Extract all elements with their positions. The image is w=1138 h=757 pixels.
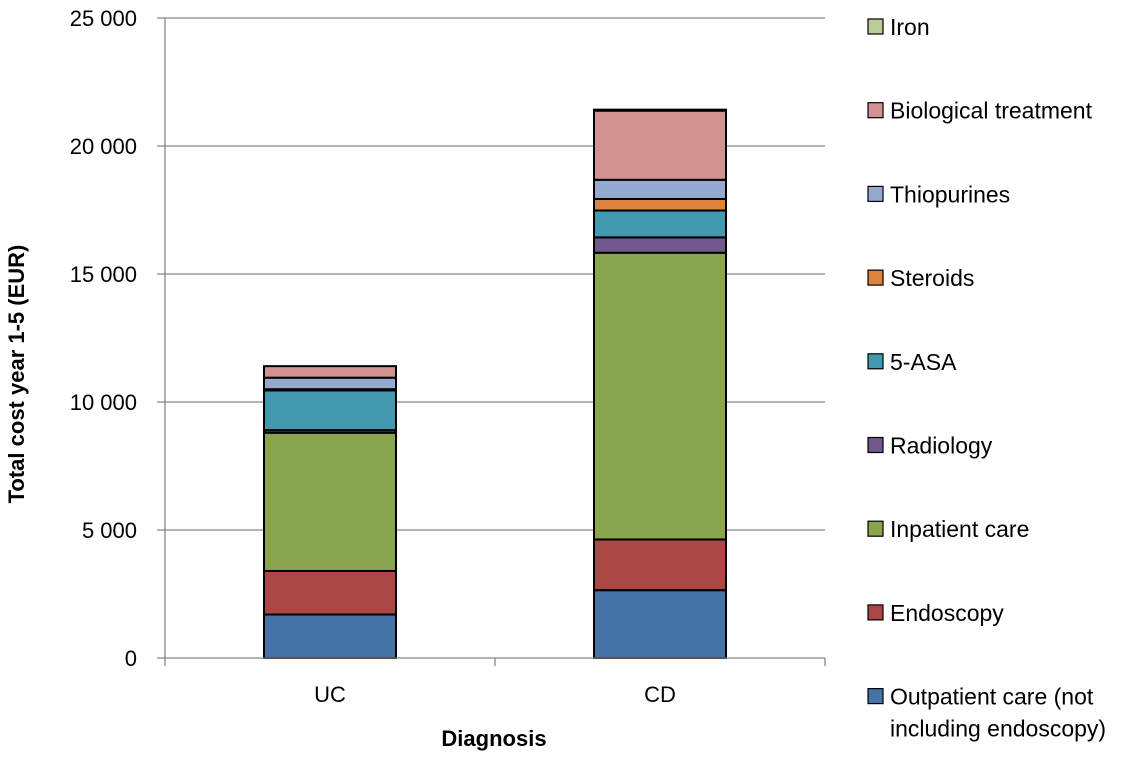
x-tick-label: UC — [314, 682, 346, 707]
legend-label: including endoscopy) — [890, 716, 1106, 742]
legend-swatch — [867, 18, 884, 35]
legend-label: Steroids — [890, 265, 974, 291]
legend-label: Inpatient care — [890, 516, 1029, 542]
legend-item-endoscopy: Endoscopy — [867, 600, 1004, 626]
y-tick-label: 20 000 — [70, 134, 137, 159]
bar-segment-uc-inpatient-care — [263, 431, 397, 572]
y-tick-label: 15 000 — [70, 262, 137, 287]
legend-swatch — [867, 269, 884, 286]
legend-label: Outpatient care (not — [890, 684, 1094, 710]
legend-label: Thiopurines — [890, 181, 1010, 207]
bar-segment-cd-iron — [593, 108, 727, 112]
legend-label: Biological treatment — [890, 98, 1093, 124]
legend-swatch — [867, 604, 884, 621]
y-tick-label: 0 — [125, 646, 137, 671]
bar-segment-cd-inpatient-care — [593, 251, 727, 541]
y-axis-title: Total cost year 1-5 (EUR) — [4, 245, 29, 504]
bar-segment-cd-outpatient-care-not-including-endoscopy — [593, 589, 727, 659]
bar-segment-uc-thiopurines — [263, 376, 397, 391]
legend-swatch — [867, 185, 884, 202]
x-axis-title: Diagnosis — [441, 726, 546, 751]
legend-item-outpatient-care-not-including-endoscopy: Outpatient care (not including endoscopy) — [867, 684, 1106, 742]
x-tick-labels: UC CD — [314, 682, 676, 707]
legend-item-thiopurines: Thiopurines — [867, 181, 1010, 207]
legend-item-5-asa: 5-ASA — [867, 349, 957, 375]
bars — [263, 108, 727, 659]
legend-item-biological-treatment: Biological treatment — [867, 98, 1093, 124]
y-tick-label: 25 000 — [70, 6, 137, 31]
legend-label: 5-ASA — [890, 349, 957, 375]
y-tick-label: 5 000 — [82, 518, 137, 543]
bar-segment-uc-5-asa — [263, 389, 397, 432]
legend-label: Endoscopy — [890, 600, 1004, 626]
bar-segment-uc-outpatient-care-not-including-endoscopy — [263, 613, 397, 659]
legend-swatch — [867, 353, 884, 370]
x-tick-label: CD — [644, 682, 676, 707]
legend-label: Radiology — [890, 433, 993, 459]
legend-label: Iron — [890, 14, 930, 40]
legend: Iron Biological treatment Thiopurines Stero… — [867, 14, 1106, 742]
bar-segment-cd-biological-treatment — [593, 109, 727, 181]
legend-item-steroids: Steroids — [867, 265, 974, 291]
legend-swatch — [867, 520, 884, 537]
bar-segment-uc-endoscopy — [263, 569, 397, 616]
bar-segment-cd-thiopurines — [593, 178, 727, 200]
y-tick-label: 10 000 — [70, 390, 137, 415]
y-tick-labels: 0 5 000 10 000 15 000 20 000 25 000 — [70, 6, 137, 671]
bar-segment-cd-5-asa — [593, 209, 727, 239]
legend-item-iron: Iron — [867, 14, 930, 40]
legend-swatch — [867, 436, 884, 454]
axes — [157, 17, 826, 666]
legend-item-radiology: Radiology — [867, 433, 993, 459]
bar-segment-uc-biological-treatment — [263, 365, 397, 379]
bar-segment-cd-radiology — [593, 236, 727, 254]
bar-segment-cd-steroids — [593, 197, 727, 212]
bar-segment-cd-endoscopy — [593, 538, 727, 592]
legend-swatch — [867, 102, 884, 119]
legend-swatch — [867, 687, 884, 705]
legend-item-inpatient-care: Inpatient care — [867, 516, 1029, 542]
